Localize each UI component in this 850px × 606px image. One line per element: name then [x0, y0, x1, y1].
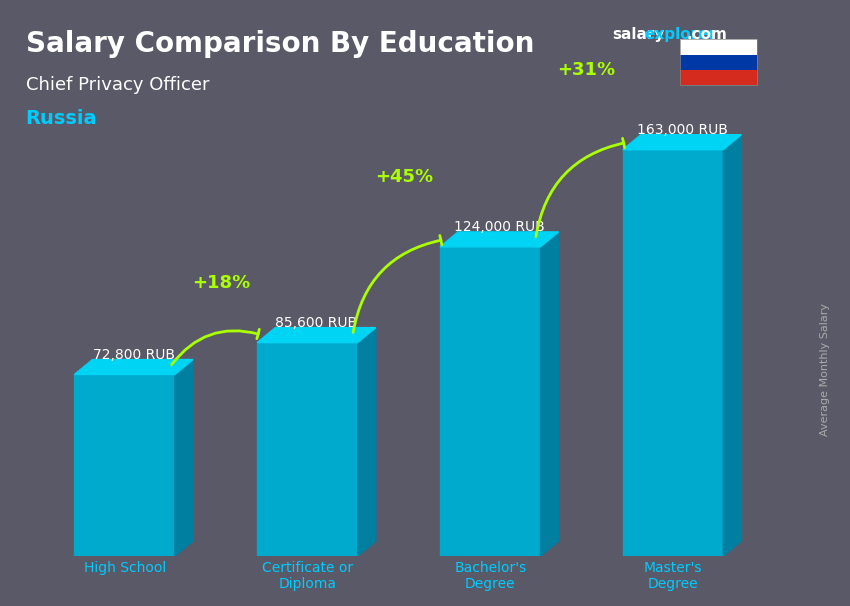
Polygon shape	[440, 232, 558, 247]
Bar	[75, 375, 175, 556]
Text: Russia: Russia	[26, 109, 97, 128]
Text: 85,600 RUB: 85,600 RUB	[275, 316, 358, 330]
Polygon shape	[623, 135, 741, 150]
Text: 163,000 RUB: 163,000 RUB	[637, 123, 728, 137]
Polygon shape	[541, 232, 558, 556]
Text: salary: salary	[612, 27, 665, 42]
Polygon shape	[358, 328, 376, 556]
Text: Salary Comparison By Education: Salary Comparison By Education	[26, 30, 534, 58]
Text: +45%: +45%	[375, 168, 433, 186]
Text: explorer: explorer	[644, 27, 717, 42]
Text: 72,800 RUB: 72,800 RUB	[93, 348, 175, 362]
Polygon shape	[175, 359, 193, 556]
Polygon shape	[723, 135, 741, 556]
Bar	[440, 247, 541, 556]
Text: .com: .com	[687, 27, 728, 42]
Text: +18%: +18%	[192, 274, 250, 291]
Polygon shape	[75, 359, 193, 375]
Polygon shape	[258, 328, 376, 342]
Text: 124,000 RUB: 124,000 RUB	[454, 221, 545, 235]
Bar	[258, 342, 358, 556]
Text: Average Monthly Salary: Average Monthly Salary	[819, 303, 830, 436]
Text: Chief Privacy Officer: Chief Privacy Officer	[26, 76, 209, 94]
Bar	[623, 150, 723, 556]
Text: +31%: +31%	[558, 61, 615, 79]
